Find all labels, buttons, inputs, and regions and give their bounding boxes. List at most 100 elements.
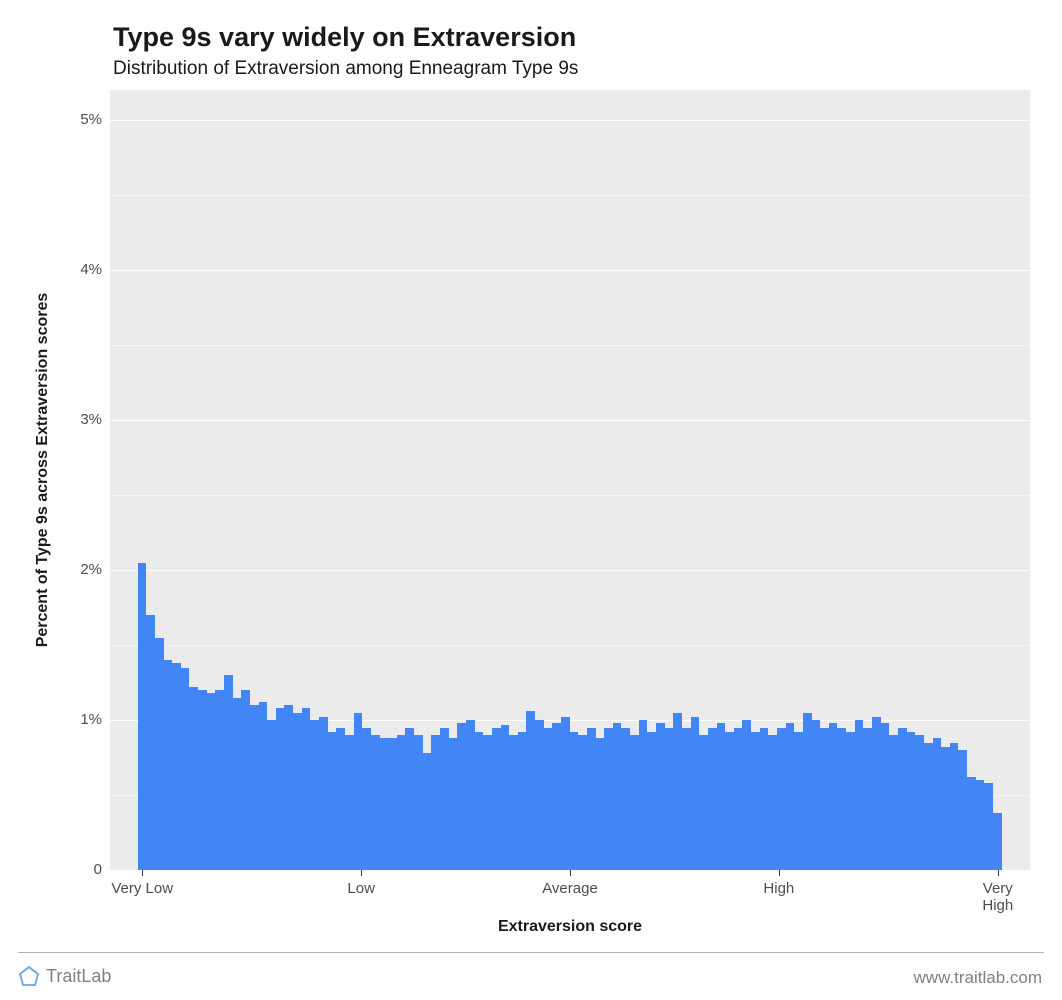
x-tick-label: High bbox=[763, 880, 794, 897]
pentagon-icon bbox=[18, 965, 40, 987]
histogram-bars bbox=[138, 90, 1003, 870]
x-tick-label: Average bbox=[542, 880, 598, 897]
histogram-bar bbox=[941, 747, 950, 870]
histogram-bar bbox=[561, 717, 570, 870]
histogram-bar bbox=[803, 713, 812, 871]
histogram-bar bbox=[224, 675, 233, 870]
histogram-bar bbox=[259, 702, 268, 870]
histogram-bar bbox=[302, 708, 311, 870]
x-tick-mark bbox=[142, 870, 143, 876]
histogram-bar bbox=[725, 732, 734, 870]
histogram-bar bbox=[475, 732, 484, 870]
histogram-bar bbox=[138, 563, 147, 871]
histogram-bar bbox=[345, 735, 354, 870]
histogram-bar bbox=[863, 728, 872, 871]
histogram-bar bbox=[501, 725, 510, 871]
x-tick-label: Very High bbox=[966, 880, 1030, 914]
histogram-bar bbox=[267, 720, 276, 870]
y-tick-label: 5% bbox=[62, 111, 102, 128]
histogram-bar bbox=[751, 732, 760, 870]
x-tick-mark bbox=[361, 870, 362, 876]
histogram-bar bbox=[665, 728, 674, 871]
histogram-bar bbox=[362, 728, 371, 871]
y-tick-label: 4% bbox=[62, 261, 102, 278]
x-tick-mark bbox=[779, 870, 780, 876]
histogram-bar bbox=[829, 723, 838, 870]
histogram-bar bbox=[596, 738, 605, 870]
histogram-bar bbox=[889, 735, 898, 870]
histogram-bar bbox=[768, 735, 777, 870]
histogram-bar bbox=[397, 735, 406, 870]
chart-title: Type 9s vary widely on Extraversion bbox=[113, 22, 576, 53]
histogram-bar bbox=[233, 698, 242, 871]
histogram-bar bbox=[621, 728, 630, 871]
y-tick-label: 3% bbox=[62, 411, 102, 428]
histogram-bar bbox=[310, 720, 319, 870]
histogram-bar bbox=[846, 732, 855, 870]
histogram-bar bbox=[181, 668, 190, 871]
x-tick-label: Very Low bbox=[111, 880, 173, 897]
histogram-bar bbox=[146, 615, 155, 870]
x-tick-label: Low bbox=[347, 880, 375, 897]
histogram-bar bbox=[319, 717, 328, 870]
histogram-bar bbox=[786, 723, 795, 870]
x-axis-label: Extraversion score bbox=[110, 918, 1030, 936]
y-axis-label: Percent of Type 9s across Extraversion s… bbox=[34, 260, 52, 680]
histogram-bar bbox=[449, 738, 458, 870]
histogram-bar bbox=[613, 723, 622, 870]
histogram-bar bbox=[380, 738, 389, 870]
histogram-bar bbox=[293, 713, 302, 871]
histogram-bar bbox=[933, 738, 942, 870]
histogram-bar bbox=[526, 711, 535, 870]
histogram-bar bbox=[189, 687, 198, 870]
histogram-bar bbox=[483, 735, 492, 870]
histogram-bar bbox=[967, 777, 976, 870]
histogram-bar bbox=[958, 750, 967, 870]
footer-divider bbox=[18, 952, 1044, 953]
histogram-bar bbox=[604, 728, 613, 871]
x-tick-mark bbox=[570, 870, 571, 876]
histogram-bar bbox=[423, 753, 432, 870]
chart-container: Type 9s vary widely on Extraversion Dist… bbox=[0, 0, 1062, 1000]
histogram-bar bbox=[354, 713, 363, 871]
histogram-bar bbox=[837, 728, 846, 871]
histogram-bar bbox=[924, 743, 933, 871]
x-tick-mark bbox=[998, 870, 999, 876]
histogram-bar bbox=[587, 728, 596, 871]
y-tick-label: 0 bbox=[62, 861, 102, 878]
histogram-bar bbox=[284, 705, 293, 870]
histogram-bar bbox=[535, 720, 544, 870]
histogram-bar bbox=[336, 728, 345, 871]
histogram-bar bbox=[276, 708, 285, 870]
histogram-bar bbox=[241, 690, 250, 870]
histogram-bar bbox=[405, 728, 414, 871]
histogram-bar bbox=[760, 728, 769, 871]
histogram-bar bbox=[414, 735, 423, 870]
histogram-bar bbox=[647, 732, 656, 870]
chart-subtitle: Distribution of Extraversion among Ennea… bbox=[113, 58, 578, 80]
histogram-bar bbox=[570, 732, 579, 870]
histogram-bar bbox=[881, 723, 890, 870]
histogram-bar bbox=[950, 743, 959, 871]
logo-text: TraitLab bbox=[46, 966, 111, 987]
histogram-bar bbox=[699, 735, 708, 870]
histogram-bar bbox=[734, 728, 743, 871]
histogram-bar bbox=[164, 660, 173, 870]
histogram-bar bbox=[682, 728, 691, 871]
y-tick-label: 1% bbox=[62, 711, 102, 728]
histogram-bar bbox=[993, 813, 1002, 870]
histogram-bar bbox=[250, 705, 259, 870]
histogram-bar bbox=[777, 728, 786, 871]
histogram-bar bbox=[328, 732, 337, 870]
footer-url: www.traitlab.com bbox=[914, 968, 1042, 988]
histogram-bar bbox=[872, 717, 881, 870]
histogram-bar bbox=[812, 720, 821, 870]
histogram-bar bbox=[820, 728, 829, 871]
histogram-bar bbox=[440, 728, 449, 871]
histogram-bar bbox=[984, 783, 993, 870]
histogram-bar bbox=[855, 720, 864, 870]
histogram-bar bbox=[742, 720, 751, 870]
histogram-bar bbox=[630, 735, 639, 870]
histogram-bar bbox=[673, 713, 682, 871]
histogram-bar bbox=[544, 728, 553, 871]
